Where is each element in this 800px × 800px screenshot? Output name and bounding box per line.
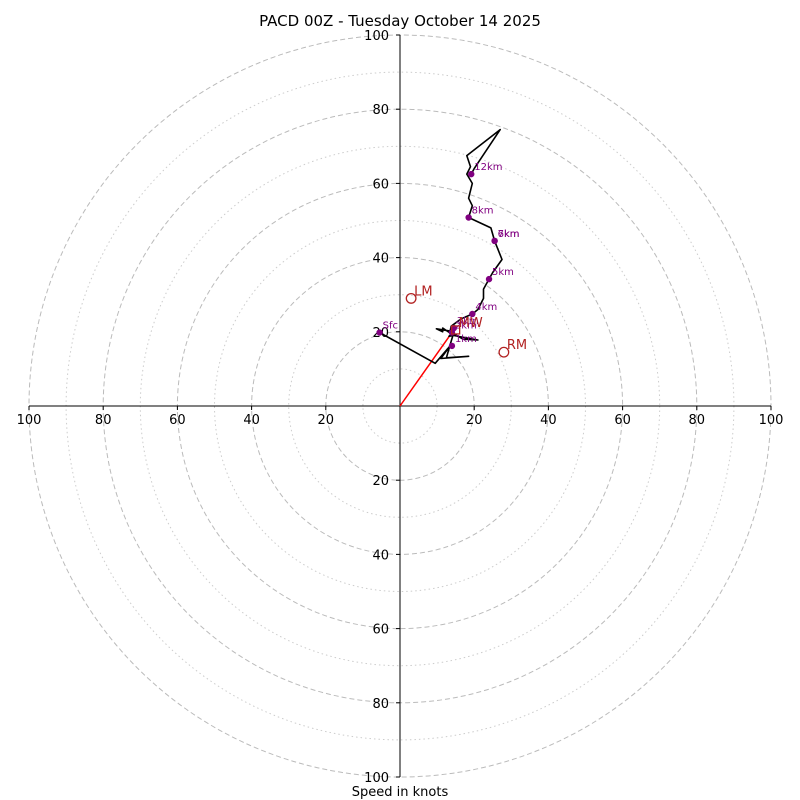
x-tick-label: 20 (318, 413, 335, 428)
storm-motion-markers: LM RM MW (405, 284, 527, 358)
height-label-2km: 2km (455, 321, 477, 332)
y-tick-label: 20 (372, 474, 389, 489)
height-marker-sfc (376, 329, 383, 336)
y-tick-label: 80 (372, 697, 389, 712)
height-marker-12km (468, 170, 475, 178)
x-tick-label: 20 (466, 413, 483, 428)
y-tick-label: 100 (364, 771, 389, 786)
y-tick-label: 80 (372, 103, 389, 118)
rm-storm-marker (498, 346, 510, 358)
mw-storm-label: MW (459, 316, 483, 331)
x-tick-label: 100 (759, 413, 784, 428)
mean-wind-marker (450, 325, 461, 335)
lm-storm-marker (405, 292, 417, 304)
height-label-1km: 1km (455, 334, 477, 345)
x-tick-label: 60 (169, 413, 186, 428)
y-tick-label: 100 (364, 29, 389, 44)
height-label-8km: 8km (472, 206, 494, 217)
y-tick-label: 40 (372, 252, 389, 267)
x-tick-label: 100 (17, 413, 42, 428)
hodograph-trace-line (379, 128, 503, 365)
y-tick-label: 60 (372, 623, 389, 638)
height-label-sfc: Sfc (383, 321, 398, 332)
lm-storm-label: LM (414, 284, 432, 299)
height-label-3km: 3km (457, 316, 479, 327)
height-label-12km: 12km (474, 162, 502, 173)
wind-trace (379, 128, 503, 407)
x-tick-label: 80 (95, 413, 112, 428)
chart-title: PACD 00Z - Tuesday October 14 2025 (259, 12, 541, 30)
shear-vector-line (399, 329, 455, 407)
height-label-6km: 6km (498, 229, 520, 240)
height-label-4km: 4km (475, 302, 497, 313)
x-tick-label: 80 (689, 413, 706, 428)
height-marker-8km (465, 214, 472, 221)
y-tick-label: 60 (372, 177, 389, 192)
x-tick-label: 40 (243, 413, 260, 428)
height-marker-7km (491, 237, 498, 245)
x-axis-label: Speed in knots (352, 785, 449, 800)
rm-storm-label: RM (507, 338, 527, 353)
height-marker-5km (485, 275, 493, 283)
height-marker-1km (448, 342, 456, 350)
height-label-5km: 5km (492, 267, 514, 278)
tick-labels: 1008060402020406080100204060801002040608… (17, 29, 784, 786)
x-tick-label: 40 (540, 413, 557, 428)
height-marker-4km (469, 310, 476, 318)
x-tick-label: 60 (614, 413, 631, 428)
height-label-7km: 7km (498, 229, 520, 240)
y-tick-label: 40 (372, 548, 389, 563)
